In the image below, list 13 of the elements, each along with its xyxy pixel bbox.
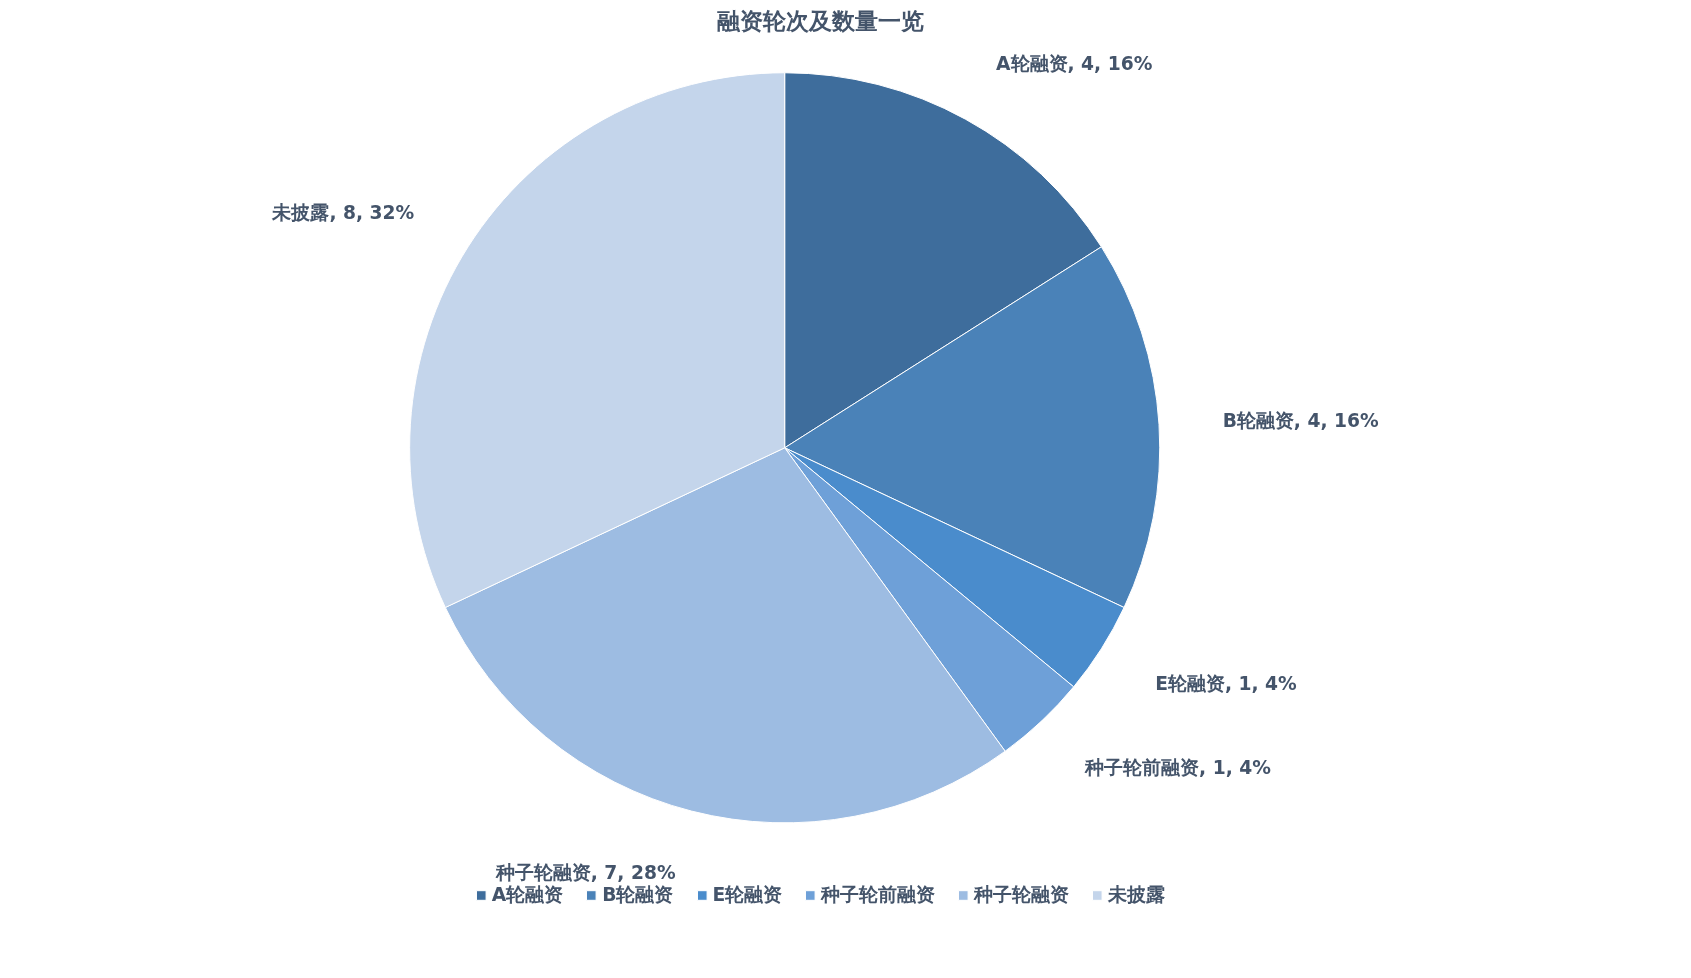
legend-label: 未披露 xyxy=(1108,883,1166,907)
data-label: 种子轮融资, 7, 28% xyxy=(494,862,676,884)
chart-title: 融资轮次及数量一览 xyxy=(717,7,924,34)
legend-label: E轮融资 xyxy=(712,883,783,907)
data-label: A轮融资, 4, 16% xyxy=(996,52,1153,74)
data-label: E轮融资, 1, 4% xyxy=(1155,672,1298,694)
legend-label: B轮融资 xyxy=(602,883,674,907)
data-label: 种子轮前融资, 1, 4% xyxy=(1084,757,1272,779)
legend-label: 种子轮融资 xyxy=(974,883,1070,907)
legend-label: 种子轮前融资 xyxy=(821,883,936,907)
data-label: 未披露, 8, 32% xyxy=(271,202,415,224)
legend-label: A轮融资 xyxy=(491,883,564,907)
data-label: B轮融资, 4, 16% xyxy=(1222,409,1379,431)
